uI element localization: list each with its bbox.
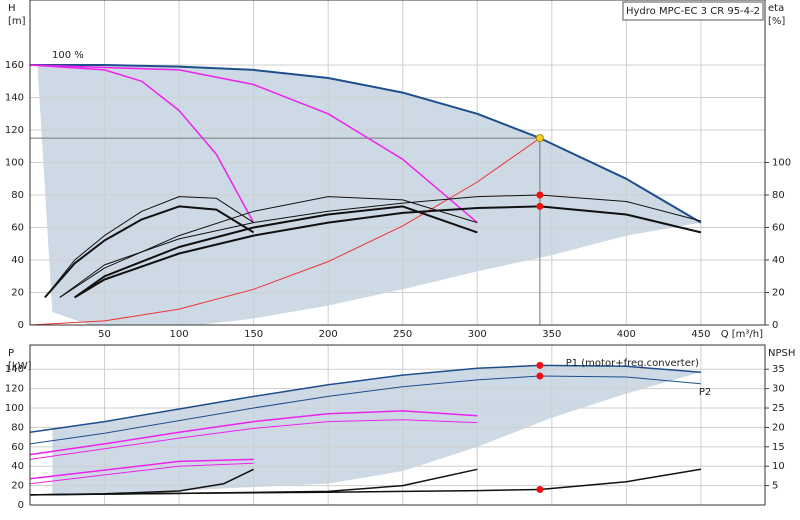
y-tick-label: 80 bbox=[11, 422, 24, 433]
x-tick-label: 100 bbox=[170, 329, 189, 340]
y-tick-label: 120 bbox=[5, 384, 24, 395]
curve bbox=[29, 375, 701, 445]
y2-tick-label: 5 bbox=[772, 481, 778, 492]
curve bbox=[30, 64, 702, 224]
curve-label: P1 (motor+freq.converter) bbox=[566, 358, 699, 369]
curve bbox=[29, 410, 478, 456]
curve bbox=[29, 364, 701, 434]
operating-point bbox=[536, 191, 544, 199]
y2-tick-label: 35 bbox=[772, 364, 785, 375]
plot-frame bbox=[29, 344, 766, 506]
y-tick-label: 0 bbox=[18, 320, 24, 331]
y-tick-label: 140 bbox=[5, 364, 24, 375]
curve bbox=[29, 137, 541, 326]
curve bbox=[29, 64, 478, 224]
y-tick-label: 100 bbox=[5, 403, 24, 414]
y-tick-label: 120 bbox=[5, 125, 24, 136]
x-tick-label: 200 bbox=[319, 329, 338, 340]
operating-point bbox=[536, 202, 544, 210]
y-axis-unit: [m] bbox=[8, 16, 26, 27]
operating-area bbox=[52, 365, 701, 496]
y-tick-label: 60 bbox=[11, 442, 24, 453]
y2-tick-label: 20 bbox=[772, 422, 785, 433]
y-tick-label: 40 bbox=[11, 255, 24, 266]
x-tick-label: 300 bbox=[468, 329, 487, 340]
curve bbox=[29, 64, 255, 223]
y2-tick-label: 30 bbox=[772, 384, 785, 395]
y-tick-label: 40 bbox=[11, 461, 24, 472]
y2-tick-label: 20 bbox=[772, 288, 785, 299]
x-tick-label: 450 bbox=[691, 329, 710, 340]
y2-tick-label: 10 bbox=[772, 461, 785, 472]
y2-tick-label: 80 bbox=[772, 190, 785, 201]
x-axis-label: Q [m³/h] bbox=[721, 329, 763, 340]
curve-label: P2 bbox=[699, 387, 711, 398]
x-tick-label: 250 bbox=[393, 329, 412, 340]
y-axis-unit: [kW] bbox=[8, 361, 32, 372]
x-tick-label: 400 bbox=[617, 329, 636, 340]
x-tick-label: 50 bbox=[98, 329, 111, 340]
y-tick-label: 0 bbox=[18, 500, 24, 511]
y2-tick-label: 25 bbox=[772, 403, 785, 414]
y-tick-label: 80 bbox=[11, 190, 24, 201]
y2-tick-label: 100 bbox=[772, 158, 791, 169]
y-axis-label: P bbox=[8, 348, 14, 359]
curve bbox=[29, 462, 254, 485]
y-tick-label: 160 bbox=[5, 60, 24, 71]
curve-annotation: 100 % bbox=[52, 50, 84, 61]
y-tick-label: 20 bbox=[11, 481, 24, 492]
operating-point bbox=[535, 134, 544, 143]
y2-tick-label: 40 bbox=[772, 255, 785, 266]
y-tick-label: 60 bbox=[11, 223, 24, 234]
y2-tick-label: 60 bbox=[772, 223, 785, 234]
y-axis-label: H bbox=[8, 3, 16, 14]
y-tick-label: 100 bbox=[5, 158, 24, 169]
curve bbox=[29, 419, 478, 460]
curve bbox=[44, 205, 255, 299]
operating-point bbox=[536, 361, 544, 369]
curve bbox=[74, 205, 478, 299]
y2-tick-label: 0 bbox=[772, 320, 778, 331]
operating-point bbox=[536, 485, 544, 493]
curve bbox=[59, 196, 478, 298]
x-tick-label: 150 bbox=[244, 329, 263, 340]
curve bbox=[29, 458, 254, 480]
y2-tick-label: 15 bbox=[772, 442, 785, 453]
operating-point bbox=[536, 372, 544, 380]
curve bbox=[74, 205, 702, 299]
y2-axis-label: NPSH bbox=[768, 348, 795, 359]
y2-axis-unit: [%] bbox=[768, 16, 785, 27]
curve bbox=[29, 468, 254, 496]
chart-title: Hydro MPC-EC 3 CR 95-4-2 bbox=[626, 6, 760, 17]
y-tick-label: 140 bbox=[5, 93, 24, 104]
curve bbox=[29, 468, 478, 496]
curve bbox=[44, 196, 254, 298]
title-box bbox=[622, 1, 764, 21]
plot-frame bbox=[29, 0, 766, 326]
y2-axis-label: eta bbox=[768, 3, 784, 14]
x-tick-label: 350 bbox=[542, 329, 561, 340]
y-tick-label: 20 bbox=[11, 288, 24, 299]
